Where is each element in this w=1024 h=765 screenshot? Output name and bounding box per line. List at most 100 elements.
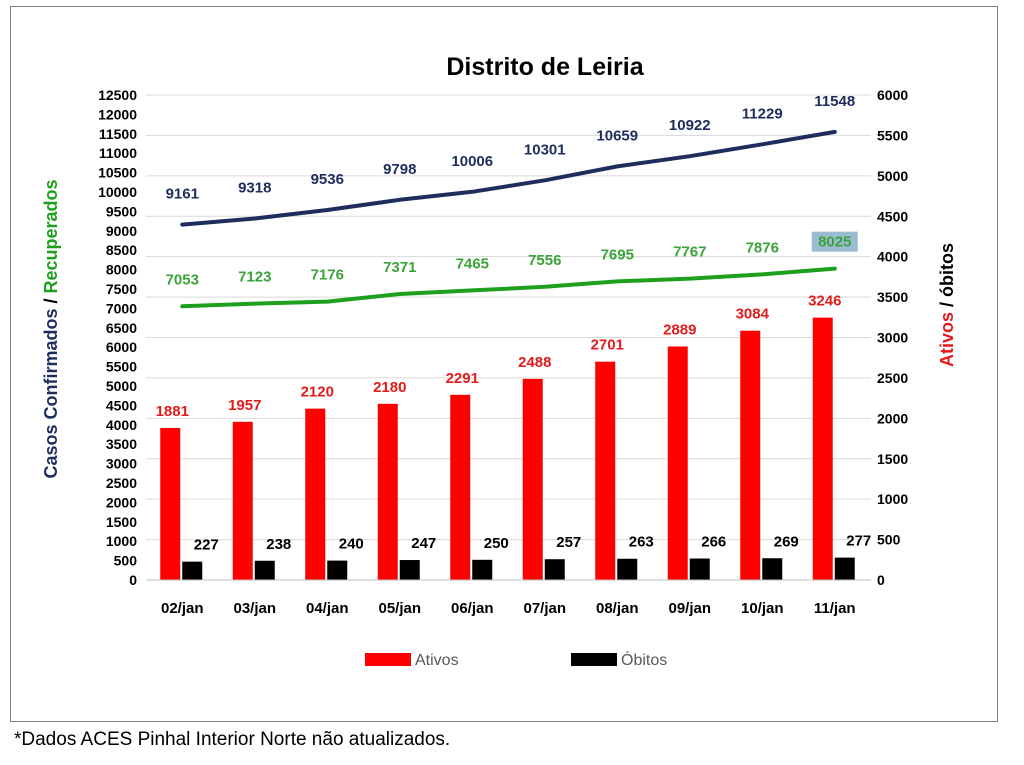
bar-obitos bbox=[182, 561, 203, 580]
bar-obitos bbox=[834, 557, 855, 580]
data-label-obitos: 238 bbox=[266, 536, 291, 553]
bar-obitos bbox=[762, 558, 783, 580]
footnote: *Dados ACES Pinhal Interior Norte não at… bbox=[14, 729, 451, 750]
left-tick-label: 0 bbox=[129, 572, 137, 588]
data-label-recuperados: 7556 bbox=[528, 252, 561, 269]
data-label-recuperados: 7876 bbox=[746, 239, 779, 256]
data-label-obitos: 266 bbox=[701, 533, 726, 550]
right-tick-label: 1000 bbox=[877, 491, 908, 507]
data-label-confirmados: 11229 bbox=[742, 105, 783, 122]
right-tick-label: 2500 bbox=[877, 370, 908, 386]
left-tick-label: 1000 bbox=[106, 533, 137, 549]
left-axis-title-part2: Recuperados bbox=[41, 179, 61, 293]
data-label-ativos: 2701 bbox=[591, 337, 624, 354]
data-label-confirmados: 9318 bbox=[238, 179, 271, 196]
data-label-confirmados: 11548 bbox=[814, 93, 855, 110]
data-label-obitos: 257 bbox=[556, 534, 581, 551]
data-label-ativos: 3084 bbox=[736, 306, 770, 323]
data-label-confirmados: 10922 bbox=[669, 117, 711, 134]
left-tick-label: 9000 bbox=[106, 223, 137, 239]
left-axis-title-separator: / bbox=[41, 293, 61, 308]
left-axis-title-part1: Casos Confirmados bbox=[41, 309, 61, 479]
left-tick-label: 11000 bbox=[99, 145, 137, 161]
bar-ativos bbox=[377, 403, 398, 580]
x-tick-label: 06/jan bbox=[451, 600, 494, 617]
bar-obitos bbox=[544, 559, 565, 580]
data-label-ativos: 2488 bbox=[518, 354, 551, 371]
bar-obitos bbox=[399, 560, 420, 580]
left-tick-label: 6000 bbox=[106, 339, 137, 355]
data-label-recuperados: 7176 bbox=[311, 267, 344, 284]
bar-ativos bbox=[232, 421, 253, 580]
data-label-recuperados: 7767 bbox=[673, 244, 706, 261]
line-confirmados bbox=[180, 129, 837, 227]
right-tick-label: 4500 bbox=[877, 208, 908, 224]
x-tick-label: 04/jan bbox=[306, 600, 349, 617]
data-label-confirmados: 9798 bbox=[383, 161, 416, 178]
left-tick-label: 5000 bbox=[106, 378, 137, 394]
x-tick-label: 05/jan bbox=[378, 600, 421, 617]
legend-label-obitos: Óbitos bbox=[621, 650, 667, 669]
x-tick-label: 07/jan bbox=[523, 600, 566, 617]
data-label-ativos: 1957 bbox=[228, 397, 261, 414]
line-layer bbox=[180, 129, 837, 309]
data-label-recuperados: 7123 bbox=[238, 269, 271, 286]
data-label-ativos: 2120 bbox=[301, 384, 334, 401]
x-tick-label: 03/jan bbox=[233, 600, 276, 617]
bar-obitos bbox=[254, 560, 275, 580]
data-label-confirmados: 9161 bbox=[166, 186, 199, 203]
left-tick-label: 10500 bbox=[98, 165, 137, 181]
left-tick-label: 2000 bbox=[106, 494, 137, 510]
left-tick-label: 5500 bbox=[106, 359, 137, 375]
right-tick-label: 0 bbox=[877, 572, 885, 588]
axis-layer: 0500100015002000250030003500400045005000… bbox=[98, 87, 908, 617]
data-label-confirmados: 10006 bbox=[451, 153, 493, 170]
left-tick-label: 2500 bbox=[106, 475, 137, 491]
legend-swatch-obitos bbox=[571, 653, 617, 666]
data-label-recuperados: 7465 bbox=[456, 255, 489, 272]
highlight-last-recuperados bbox=[811, 231, 858, 252]
data-label-obitos: 240 bbox=[339, 536, 364, 553]
bar-ativos bbox=[305, 408, 326, 580]
data-label-obitos: 263 bbox=[629, 534, 654, 551]
legend: Ativos Óbitos bbox=[365, 650, 667, 669]
left-tick-label: 12000 bbox=[98, 106, 137, 122]
left-tick-label: 9500 bbox=[106, 203, 137, 219]
x-tick-label: 02/jan bbox=[161, 600, 204, 617]
data-label-obitos: 250 bbox=[484, 535, 509, 552]
right-axis-title: Ativos / óbitos bbox=[937, 243, 957, 367]
data-label-ativos: 2291 bbox=[446, 370, 479, 387]
right-tick-label: 5500 bbox=[877, 127, 908, 143]
data-label-recuperados: 7371 bbox=[383, 259, 416, 276]
bar-obitos bbox=[327, 560, 348, 580]
data-label-recuperados: 8025 bbox=[818, 234, 851, 251]
right-tick-label: 1500 bbox=[877, 451, 908, 467]
bar-ativos bbox=[160, 427, 181, 580]
chart-svg: 1881 1957 2120 2180 2291 2488 2701 2889 3084 3246… bbox=[41, 53, 957, 669]
right-tick-label: 5000 bbox=[877, 168, 908, 184]
left-tick-label: 8000 bbox=[106, 262, 137, 278]
right-tick-label: 4000 bbox=[877, 249, 908, 265]
left-tick-label: 6500 bbox=[106, 320, 137, 336]
data-label-layer: 1881 1957 2120 2180 2291 2488 2701 2889 3084 3246… bbox=[156, 93, 872, 554]
left-tick-label: 4500 bbox=[106, 397, 137, 413]
bar-obitos bbox=[472, 559, 493, 580]
legend-label-ativos: Ativos bbox=[415, 652, 459, 669]
left-tick-label: 3500 bbox=[106, 436, 137, 452]
bar-ativos bbox=[450, 394, 471, 580]
data-label-recuperados: 7053 bbox=[166, 271, 199, 288]
left-axis-title: Casos Confirmados / Recuperados bbox=[41, 179, 61, 478]
x-tick-label: 08/jan bbox=[596, 600, 639, 617]
left-tick-label: 11500 bbox=[99, 126, 137, 142]
right-tick-label: 500 bbox=[877, 532, 901, 548]
x-tick-label: 10/jan bbox=[741, 600, 784, 617]
bar-ativos bbox=[522, 378, 543, 580]
chart-title: Distrito de Leiria bbox=[446, 53, 644, 81]
line-recuperados bbox=[180, 266, 837, 309]
data-label-confirmados: 9536 bbox=[311, 171, 344, 188]
data-label-ativos: 1881 bbox=[156, 403, 189, 420]
data-label-ativos: 2180 bbox=[373, 379, 406, 396]
right-tick-label: 2000 bbox=[877, 410, 908, 426]
left-tick-label: 3000 bbox=[106, 456, 137, 472]
left-tick-label: 12500 bbox=[98, 87, 137, 103]
